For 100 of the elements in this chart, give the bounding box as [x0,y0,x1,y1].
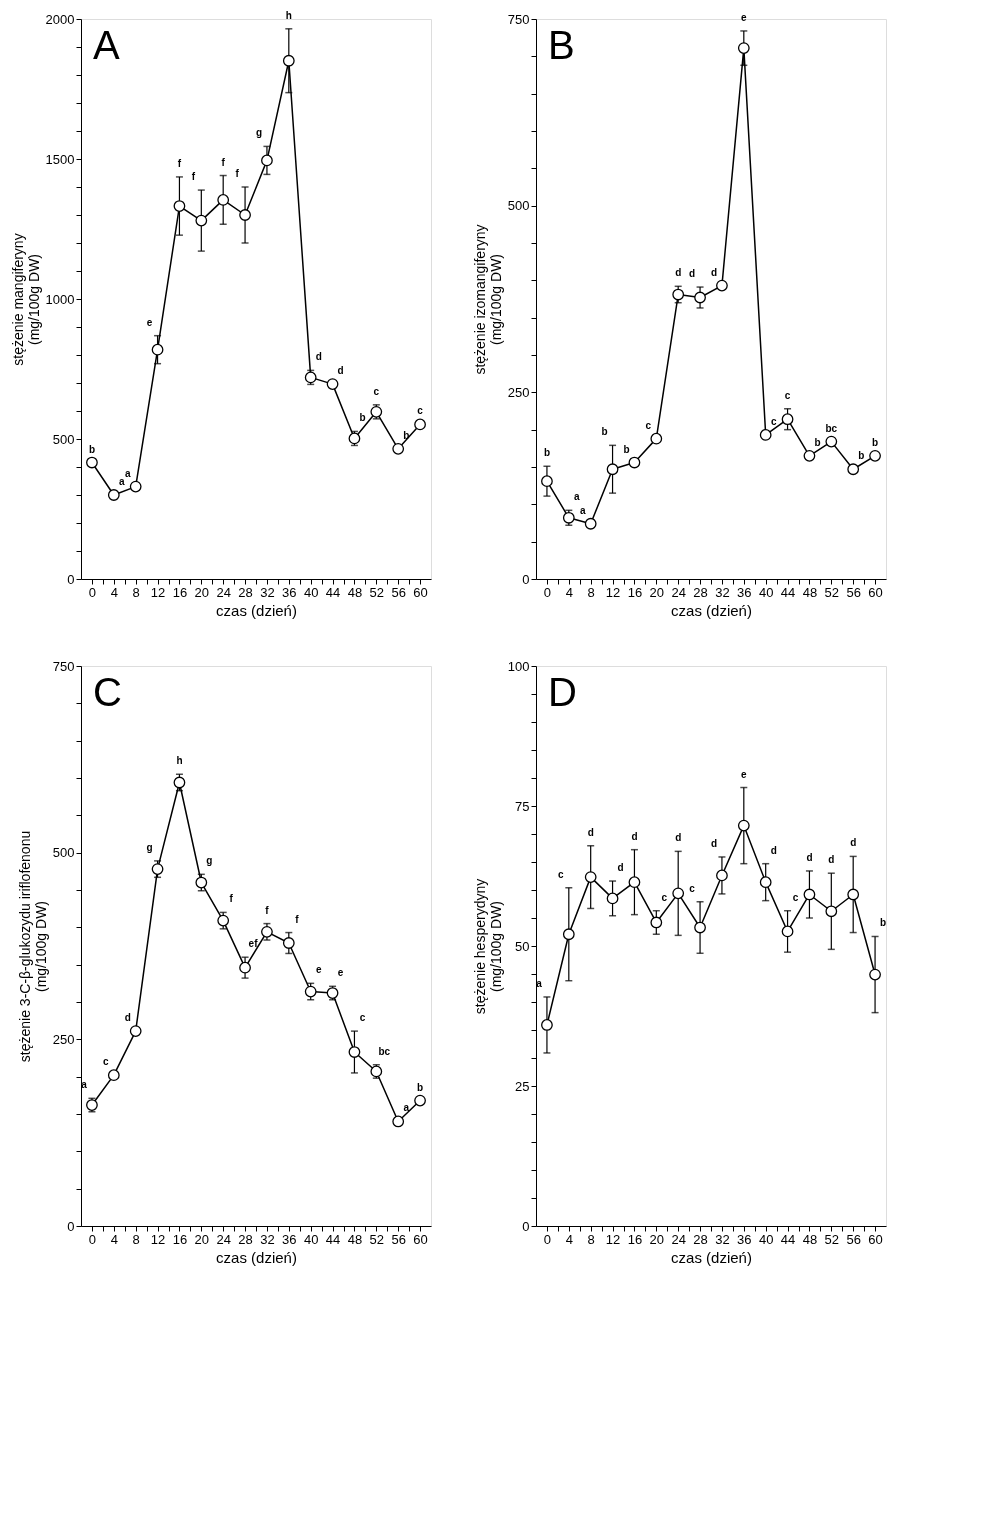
x-tick-label: 40 [758,1231,774,1247]
annotation: c [770,415,777,427]
annotation: d [337,365,344,377]
y-tick-label: 250 [52,1031,75,1047]
y-tick-label: 100 [507,658,530,674]
x-tick-label: 32 [715,584,730,600]
x-tick-label: 4 [110,1231,118,1247]
annotation: c [689,882,696,894]
y-tick-label: 2000 [45,11,75,27]
annotation: g [206,855,213,867]
x-axis-title: czas (dzień) [216,601,297,619]
x-tick-label: 48 [347,584,363,600]
annotation: b [623,443,630,455]
chart-title: C [93,670,122,714]
annotation: bc [378,1045,391,1057]
point [217,194,230,206]
annotation: d [587,826,594,838]
y-axis-title: stężenie mangiferyny (mg/100g DW) [9,233,42,366]
point [239,961,251,974]
annotation: d [124,1012,131,1024]
point [869,968,881,981]
x-tick-label: 0 [88,1231,97,1247]
x-tick-label: 28 [693,1231,708,1247]
annotation: a [579,504,586,516]
x-tick-label: 28 [693,584,708,600]
point [541,1019,553,1031]
x-tick-label: 44 [780,584,796,600]
x-axis-title: czas (dzień) [216,1248,297,1266]
y-tick-label: 25 [515,1078,530,1094]
point [781,413,794,426]
y-tick-label: 250 [507,384,530,400]
point [239,209,251,221]
annotation: h [176,755,183,767]
point [195,876,208,889]
annotation: d [675,267,682,279]
x-tick-label: 36 [737,584,752,600]
point [781,925,794,938]
x-tick-label: 0 [543,584,552,600]
point [628,876,641,889]
x-tick-label: 20 [194,1231,210,1247]
x-tick-label: 56 [391,584,406,600]
point [803,449,816,462]
annotation: b [601,426,608,438]
y-tick-label: 0 [67,1218,75,1234]
annotation: f [229,893,234,905]
annotation: d [710,837,717,849]
annotation: a [536,977,543,989]
point [414,1094,426,1107]
y-axis-title: stężenie hesperydyny (mg/100g DW) [471,878,504,1015]
x-tick-label: 36 [282,584,297,600]
annotation: e [146,316,153,328]
x-tick-label: 52 [824,1231,840,1247]
annotation: c [792,891,799,903]
x-tick-label: 40 [758,584,774,600]
x-tick-label: 16 [627,584,643,600]
point [129,1025,142,1037]
x-tick-label: 4 [565,1231,573,1247]
annotation: b [543,447,550,459]
x-tick-label: 60 [413,1231,428,1247]
point [562,928,575,941]
x-tick-label: 24 [216,1231,231,1247]
annotation: a [124,467,131,479]
point [282,937,295,949]
point [151,863,164,875]
point [151,343,164,356]
annotation: f [191,171,196,183]
y-tick-label: 0 [522,571,530,587]
y-tick-label: 75 [515,798,530,814]
y-tick-label: 750 [507,11,530,27]
point [737,42,750,54]
x-tick-label: 40 [303,1231,319,1247]
point [584,871,597,883]
point [107,489,120,501]
y-tick-label: 500 [52,431,75,447]
annotation: f [295,913,300,925]
x-tick-label: 12 [150,584,166,600]
annotation: d [710,266,717,278]
x-tick-label: 52 [369,584,385,600]
point [672,887,685,900]
annotation: a [81,1079,88,1091]
x-tick-label: 32 [260,1231,275,1247]
annotation: d [675,832,682,844]
y-tick-label: 1000 [45,291,75,307]
y-tick-label: 500 [52,845,75,861]
annotation: c [417,405,424,417]
x-tick-label: 44 [325,1231,341,1247]
x-tick-label: 40 [303,584,319,600]
point [348,1046,361,1058]
x-tick-label: 16 [627,1231,643,1247]
x-tick-label: 36 [737,1231,752,1247]
annotation: h [285,9,292,21]
point [606,463,619,476]
point [716,279,728,292]
annotation: c [359,1012,366,1024]
x-tick-label: 48 [347,1231,363,1247]
x-tick-label: 56 [846,1231,861,1247]
point [803,888,816,901]
annotation: f [265,904,270,916]
annotation: b [88,443,95,455]
point [392,1115,405,1128]
